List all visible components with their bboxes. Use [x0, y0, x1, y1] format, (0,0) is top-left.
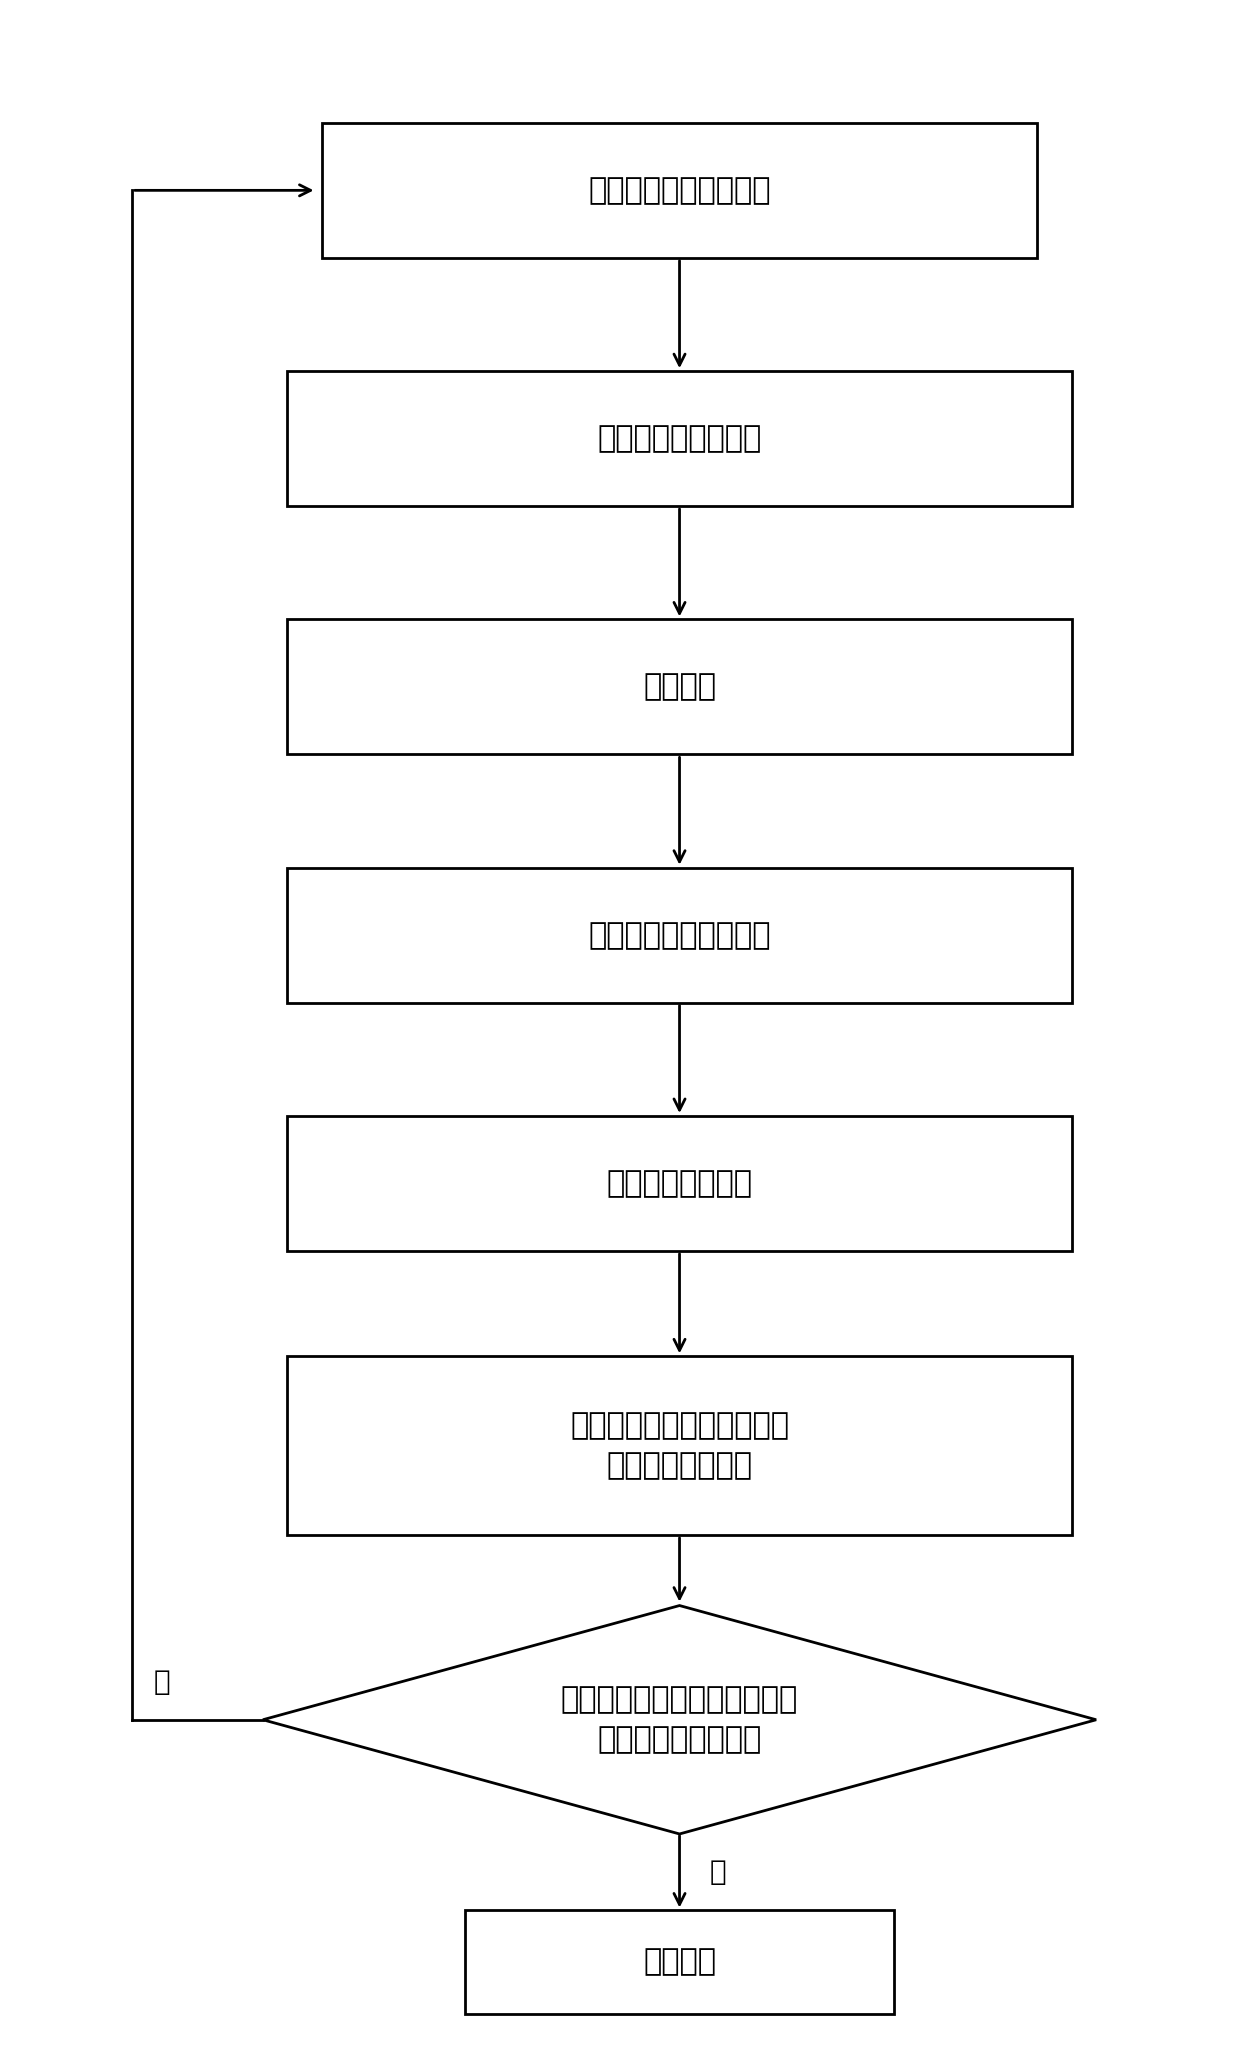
Bar [465, 1910, 894, 2013]
Text: 是否完成软岩隧道的全部开挖
及变形控制施工过程: 是否完成软岩隧道的全部开挖 及变形控制施工过程 [560, 1684, 799, 1755]
Text: 是: 是 [709, 1858, 725, 1885]
Text: 完成当前施工节段的开挖及
变形控制施工过程: 完成当前施工节段的开挖及 变形控制施工过程 [570, 1411, 789, 1481]
Bar [286, 1115, 1073, 1252]
Text: 隧道开挖: 隧道开挖 [644, 672, 715, 701]
Text: 施工完成: 施工完成 [644, 1947, 715, 1976]
Bar [286, 370, 1073, 507]
Polygon shape [263, 1606, 1096, 1833]
Text: 隧道预留开挖量确定: 隧道预留开挖量确定 [598, 424, 761, 453]
Bar [286, 619, 1073, 755]
Bar [286, 867, 1073, 1003]
Bar [322, 122, 1037, 259]
Text: 隧道变形控制施工: 隧道变形控制施工 [606, 1169, 753, 1198]
Text: 隧道初期支护结构确定: 隧道初期支护结构确定 [588, 921, 771, 950]
Text: 否: 否 [154, 1668, 170, 1697]
Text: 围岩基本力学参数确定: 围岩基本力学参数确定 [588, 176, 771, 205]
Bar [286, 1357, 1073, 1535]
